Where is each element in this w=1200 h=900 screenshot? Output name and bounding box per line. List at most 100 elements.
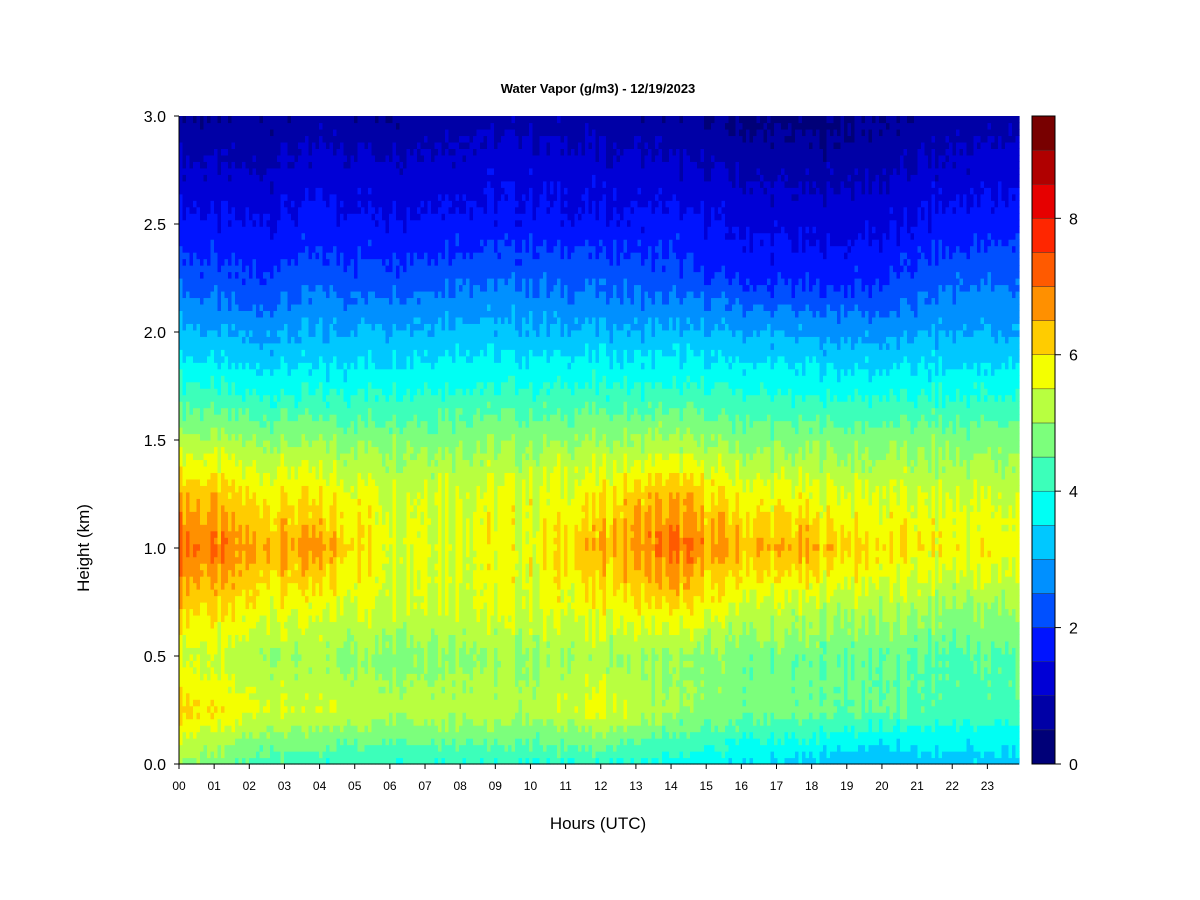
heatmap-cell — [309, 725, 313, 732]
heatmap-cell — [190, 168, 194, 175]
heatmap-cell — [270, 297, 274, 304]
heatmap-cell — [330, 563, 334, 570]
heatmap-cell — [298, 246, 302, 253]
heatmap-cell — [179, 375, 183, 382]
heatmap-cell — [302, 408, 306, 415]
heatmap-cell — [281, 719, 285, 726]
heatmap-cell — [186, 628, 190, 635]
heatmap-cell — [204, 181, 208, 188]
heatmap-cell — [228, 550, 232, 557]
heatmap-cell — [260, 207, 264, 214]
heatmap-cell — [214, 505, 218, 512]
heatmap-cell — [186, 194, 190, 201]
heatmap-cell — [309, 654, 313, 661]
heatmap-cell — [197, 732, 201, 739]
heatmap-cell — [337, 563, 341, 570]
heatmap-cell — [186, 284, 190, 291]
heatmap-cell — [291, 122, 295, 129]
heatmap-cell — [267, 336, 271, 343]
heatmap-cell — [312, 686, 316, 693]
heatmap-cell — [179, 213, 183, 220]
heatmap-cell — [344, 252, 348, 259]
heatmap-cell — [340, 531, 344, 538]
heatmap-cell — [316, 738, 320, 745]
heatmap-cell — [249, 239, 253, 246]
heatmap-cell — [274, 148, 278, 155]
heatmap-cell — [284, 738, 288, 745]
heatmap-cell — [235, 524, 239, 531]
heatmap-cell — [309, 550, 313, 557]
heatmap-cell — [298, 349, 302, 356]
heatmap-cell — [344, 349, 348, 356]
heatmap-cell — [200, 479, 204, 486]
heatmap-cell — [281, 654, 285, 661]
heatmap-cell — [344, 395, 348, 402]
heatmap-cell — [232, 401, 236, 408]
heatmap-cell — [267, 265, 271, 272]
heatmap-cell — [298, 330, 302, 337]
heatmap-cell — [312, 602, 316, 609]
heatmap-cell — [309, 680, 313, 687]
heatmap-cell — [309, 511, 313, 518]
heatmap-cell — [277, 187, 281, 194]
heatmap-cell — [281, 563, 285, 570]
heatmap-cell — [256, 719, 260, 726]
heatmap-cell — [253, 732, 257, 739]
heatmap-cell — [302, 382, 306, 389]
heatmap-cell — [305, 751, 309, 758]
heatmap-cell — [281, 213, 285, 220]
heatmap-cell — [333, 557, 337, 564]
heatmap-cell — [260, 466, 264, 473]
heatmap-cell — [347, 589, 351, 596]
heatmap-cell — [221, 732, 225, 739]
heatmap-cell — [319, 200, 323, 207]
heatmap-cell — [214, 148, 218, 155]
heatmap-cell — [277, 544, 281, 551]
heatmap-cell — [312, 693, 316, 700]
heatmap-cell — [179, 181, 183, 188]
heatmap-cell — [281, 453, 285, 460]
heatmap-cell — [214, 596, 218, 603]
heatmap-cell — [235, 602, 239, 609]
heatmap-cell — [204, 712, 208, 719]
heatmap-cell — [344, 518, 348, 525]
heatmap-cell — [302, 732, 306, 739]
heatmap-cell — [193, 725, 197, 732]
heatmap-cell — [211, 459, 215, 466]
heatmap-cell — [305, 207, 309, 214]
heatmap-cell — [239, 246, 243, 253]
heatmap-cell — [211, 246, 215, 253]
heatmap-cell — [214, 226, 218, 233]
heatmap-cell — [351, 446, 355, 453]
heatmap-cell — [337, 680, 341, 687]
heatmap-cell — [351, 440, 355, 447]
heatmap-cell — [256, 654, 260, 661]
heatmap-cell — [211, 518, 215, 525]
heatmap-cell — [340, 641, 344, 648]
heatmap-cell — [221, 693, 225, 700]
heatmap-cell — [323, 336, 327, 343]
heatmap-cell — [270, 330, 274, 337]
heatmap-cell — [218, 408, 222, 415]
heatmap-cell — [197, 343, 201, 350]
heatmap-cell — [256, 706, 260, 713]
heatmap-cell — [281, 174, 285, 181]
heatmap-cell — [260, 129, 264, 136]
heatmap-cell — [249, 466, 253, 473]
heatmap-cell — [284, 297, 288, 304]
heatmap-cell — [183, 725, 187, 732]
heatmap-cell — [246, 647, 250, 654]
heatmap-cell — [214, 181, 218, 188]
heatmap-cell — [302, 148, 306, 155]
heatmap-cell — [235, 362, 239, 369]
heatmap-cell — [267, 356, 271, 363]
heatmap-cell — [281, 336, 285, 343]
heatmap-cell — [347, 408, 351, 415]
heatmap-cell — [351, 401, 355, 408]
heatmap-cell — [249, 408, 253, 415]
heatmap-cell — [302, 362, 306, 369]
heatmap-cell — [281, 388, 285, 395]
heatmap-cell — [284, 362, 288, 369]
heatmap-cell — [207, 297, 211, 304]
heatmap-cell — [295, 583, 299, 590]
